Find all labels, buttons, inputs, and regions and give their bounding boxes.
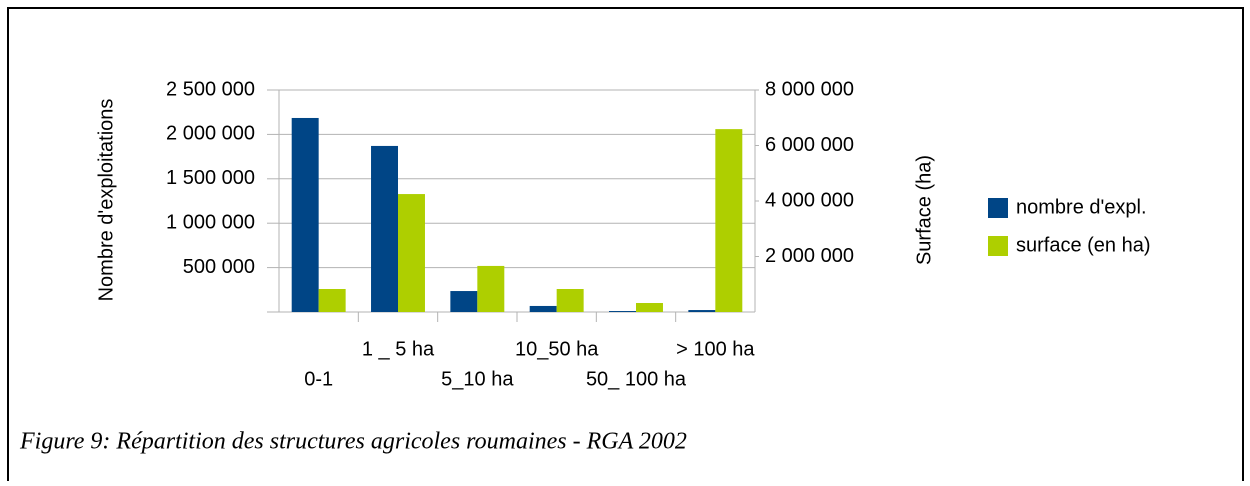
- bar: [529, 305, 557, 312]
- y-tick-label: 500 000: [183, 256, 255, 278]
- x-tick-label: 50_ 100 ha: [586, 368, 687, 390]
- bar: [636, 303, 663, 312]
- bar: [398, 194, 425, 312]
- y-axis-title: Nombre d'exploitations: [95, 99, 117, 302]
- bar: [688, 310, 716, 312]
- y-tick-label: 1 000 000: [166, 211, 255, 233]
- y2-tick-label: 8 000 000: [765, 78, 854, 100]
- x-tick-label: 0-1: [304, 368, 333, 390]
- bar: [556, 288, 584, 312]
- y2-axis-title: Surface (ha): [913, 155, 935, 265]
- x-tick-label: 5_10 ha: [441, 368, 514, 390]
- y2-tick-label: 6 000 000: [765, 134, 854, 156]
- y2-tick-label: 4 000 000: [765, 189, 854, 211]
- y-tick-label: 2 500 000: [166, 78, 255, 100]
- bar: [318, 288, 346, 312]
- legend-label: nombre d'expl.: [1016, 196, 1147, 218]
- legend-swatch: [988, 198, 1008, 218]
- frame: [7, 7, 1244, 481]
- y-tick-label: 1 500 000: [166, 167, 255, 189]
- legend-label: surface (en ha): [1016, 234, 1151, 256]
- y2-tick-label: 2 000 000: [765, 245, 854, 267]
- x-tick-label: 10_50 ha: [515, 338, 599, 360]
- caption: Figure 9: Répartition des structures agr…: [19, 429, 687, 455]
- bar: [450, 291, 478, 312]
- bar: [291, 117, 319, 312]
- bar: [609, 311, 636, 312]
- y-tick-label: 2 000 000: [166, 123, 255, 145]
- x-tick-label: 1 _ 5 ha: [362, 338, 435, 360]
- x-tick-label: > 100 ha: [676, 338, 755, 360]
- bar: [371, 145, 398, 312]
- legend-swatch: [988, 236, 1008, 256]
- bar: [715, 129, 743, 312]
- bar: [477, 265, 505, 312]
